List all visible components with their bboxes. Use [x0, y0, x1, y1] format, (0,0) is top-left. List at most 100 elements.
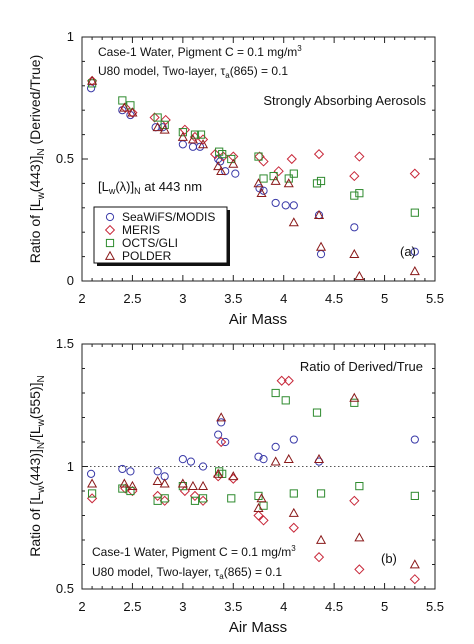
octs-gli-point	[350, 398, 359, 407]
polder-point	[349, 248, 360, 259]
polder-point	[152, 122, 163, 132]
meris-point	[149, 112, 160, 123]
panel-b-y-axis-label: Ratio of [Lw(443)]N/[Lw(555)]N	[27, 375, 47, 557]
panel-b-label: (b)	[381, 551, 397, 566]
polder-point	[253, 502, 264, 513]
meris-point	[152, 490, 163, 502]
seawifs-modis-point	[350, 223, 359, 232]
octs-gli-point	[289, 489, 298, 498]
panel-a-annotation-wavelength: [Lw(λ)]N at 443 nm	[98, 179, 202, 196]
polder-point	[409, 559, 420, 569]
polder-point	[228, 158, 239, 168]
seawifs-modis-point	[254, 452, 263, 461]
panel-b-x-tick: 4.5	[325, 599, 343, 614]
seawifs-modis-point	[195, 142, 205, 151]
octs-gli-point	[410, 491, 419, 500]
seawifs-modis-point	[281, 201, 290, 210]
panel-b-x-tick: 3	[179, 599, 186, 614]
panel-b-x-tick: 4	[280, 599, 287, 614]
seawifs-modis-point	[259, 186, 268, 195]
meris-point	[253, 510, 264, 521]
meris-point	[313, 552, 325, 563]
polder-point	[159, 478, 170, 488]
panel-a-annotation-water: Case-1 Water, Pigment C = 0.1 mg/m3	[98, 44, 302, 59]
legend-label-meris: MERIS	[122, 223, 160, 237]
meris-point	[258, 515, 269, 526]
seawifs-modis-point	[186, 457, 196, 466]
polder-point	[270, 175, 281, 185]
octs-gli-point	[350, 191, 359, 200]
polder-point	[354, 270, 365, 280]
octs-gli-point	[178, 128, 187, 137]
legend-markers	[104, 212, 116, 260]
polder-point	[197, 480, 209, 490]
octs-gli-point	[355, 482, 364, 491]
meris-point	[276, 375, 287, 386]
seawifs-modis-point	[178, 455, 187, 464]
panel-a-y-tick: 0	[67, 273, 74, 288]
polder-point	[197, 139, 209, 149]
octs-gli-point	[355, 189, 364, 198]
polder-point	[119, 102, 130, 112]
seawifs-modis-point	[86, 469, 96, 478]
octs-gli-point	[198, 494, 208, 503]
panel-b: 2 2.5 3 3.5 4 4.5 5 5.5 0.5 1 1.5 Air Ma…	[27, 336, 444, 636]
polder-point	[119, 478, 130, 488]
polder-point	[283, 178, 294, 188]
polder-point	[216, 412, 227, 422]
meris-point	[354, 564, 365, 575]
meris-point	[127, 107, 138, 118]
seawifs-modis-point	[158, 123, 167, 132]
polder-point	[187, 134, 198, 144]
panel-a-points	[86, 75, 420, 280]
meris-point	[349, 495, 360, 506]
octs-gli-point	[284, 174, 293, 183]
seawifs-modis-point	[126, 467, 135, 476]
panel-a-annotation-aerosol: Strongly Absorbing Aerosols	[263, 93, 426, 108]
panel-b-x-tick: 3.5	[224, 599, 242, 614]
polder-point	[354, 532, 365, 542]
meris-point	[409, 168, 420, 179]
octs-gli-point	[126, 101, 135, 110]
polder-point	[187, 480, 198, 490]
octs-gli-point	[254, 152, 263, 161]
legend-label-polder: POLDER	[122, 249, 172, 263]
seawifs-modis-point	[153, 467, 162, 476]
polder-point	[315, 534, 327, 544]
polder-point	[228, 471, 239, 481]
polder-point	[256, 187, 267, 198]
octs-gli-point	[316, 176, 326, 186]
panel-b-points	[86, 375, 420, 585]
seawifs-modis-point	[217, 418, 226, 427]
seawifs-modis-point	[221, 437, 230, 447]
polder-point	[256, 493, 267, 503]
panel-a: 2 2.5 3 3.5 4 4.5 5 5.5 0 0.5 1 Air Mass…	[27, 29, 444, 328]
panel-b-annotation-model: U80 model, Two-layer, τa(865) = 0.1	[92, 565, 282, 581]
octs-gli-point	[160, 494, 169, 503]
octs-gli-point	[153, 113, 162, 122]
panel-b-x-tick: 2	[78, 599, 85, 614]
seawifs-modis-point	[118, 464, 127, 474]
octs-gli-point	[118, 484, 127, 493]
octs-gli-point	[118, 96, 127, 105]
seawifs-modis-point	[271, 442, 280, 451]
seawifs-modis-point	[271, 198, 280, 208]
meris-point	[159, 495, 170, 506]
polder-point	[152, 475, 163, 486]
panel-a-x-tick: 3.5	[224, 291, 242, 306]
panel-a-x-tick: 4.5	[325, 291, 343, 306]
meris-point	[313, 149, 325, 160]
seawifs-modis-point	[410, 247, 419, 256]
panel-b-annotation-title: Ratio of Derived/True	[300, 359, 423, 374]
legend: SeaWiFS/MODIS MERIS OCTS/GLI POLDER	[93, 206, 230, 266]
panel-a-annotation-model: U80 model, Two-layer, τa(865) = 0.1	[98, 64, 288, 80]
legend-label-octs: OCTS/GLI	[122, 236, 178, 250]
panel-a-y-tick: 0.5	[56, 151, 74, 166]
panel-a-x-tick: 2.5	[123, 291, 141, 306]
octs-gli-point	[410, 208, 419, 217]
polder-point	[283, 453, 294, 464]
octs-gli-point	[215, 147, 224, 156]
polder-point	[315, 241, 327, 251]
panel-a-x-tick: 5.5	[426, 291, 444, 306]
